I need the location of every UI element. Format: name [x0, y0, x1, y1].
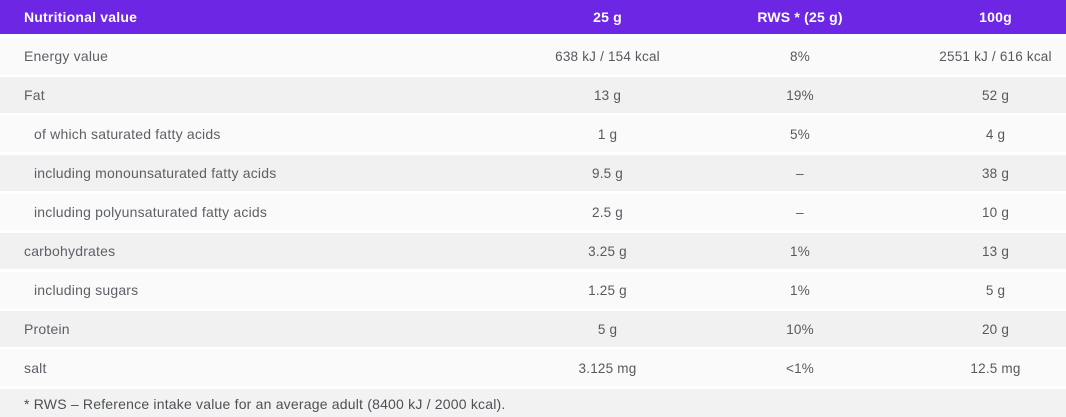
value-25g: 3.25 g	[588, 243, 627, 259]
table-row-saturated-fatty-acids: of which saturated fatty acids 1 g 5% 4 …	[0, 116, 1066, 152]
value-25g: 5 g	[597, 321, 618, 337]
value-100g: 13 g	[981, 243, 1010, 259]
value-25g: 3.125 mg	[578, 360, 637, 376]
value-100g: 2551 kJ / 616 kcal	[939, 48, 1052, 64]
header-nutritional-value: Nutritional value	[24, 9, 138, 25]
row-label: salt	[24, 360, 47, 376]
header-25g: 25 g	[593, 9, 622, 25]
value-rws: 1%	[790, 243, 810, 259]
rws-footnote: * RWS – Reference intake value for an av…	[0, 389, 1066, 417]
value-25g: 9.5 g	[591, 165, 624, 181]
value-100g: 20 g	[981, 321, 1010, 337]
table-row-monounsaturated-fatty-acids: including monounsaturated fatty acids 9.…	[0, 155, 1066, 191]
value-rws: 19%	[786, 87, 814, 103]
value-rws: 5%	[790, 126, 810, 142]
value-rws: 8%	[790, 48, 810, 64]
row-label: including monounsaturated fatty acids	[34, 165, 277, 181]
value-25g: 1 g	[597, 126, 618, 142]
table-row-polyunsaturated-fatty-acids: including polyunsaturated fatty acids 2.…	[0, 194, 1066, 230]
value-rws: 10%	[786, 321, 814, 337]
value-100g: 38 g	[981, 165, 1010, 181]
row-label: including polyunsaturated fatty acids	[34, 204, 268, 220]
row-label: including sugars	[34, 282, 139, 298]
table-header-row: Nutritional value 25 g RWS * (25 g) 100g	[0, 0, 1066, 34]
row-label: Fat	[24, 87, 45, 103]
row-label: Energy value	[24, 48, 109, 64]
value-25g: 638 kJ / 154 kcal	[555, 48, 660, 64]
value-rws: 1%	[790, 282, 810, 298]
table-row-protein: Protein 5 g 10% 20 g	[0, 311, 1066, 347]
table-row-energy-value: Energy value 638 kJ / 154 kcal 8% 2551 k…	[0, 38, 1066, 74]
table-row-fat: Fat 13 g 19% 52 g	[0, 77, 1066, 113]
row-label: Protein	[24, 321, 70, 337]
value-100g: 52 g	[981, 87, 1010, 103]
table-row-salt: salt 3.125 mg <1% 12.5 mg	[0, 350, 1066, 386]
value-25g: 2.5 g	[591, 204, 624, 220]
table-row-carbohydrates: carbohydrates 3.25 g 1% 13 g	[0, 233, 1066, 269]
value-100g: 10 g	[981, 204, 1010, 220]
value-25g: 13 g	[593, 87, 622, 103]
row-label: carbohydrates	[24, 243, 116, 259]
value-rws: –	[796, 204, 804, 220]
value-rws: <1%	[786, 360, 814, 376]
value-100g: 4 g	[985, 126, 1006, 142]
table-row-sugars: including sugars 1.25 g 1% 5 g	[0, 272, 1066, 308]
header-rws-25g: RWS * (25 g)	[757, 9, 843, 25]
header-100g: 100g	[979, 9, 1012, 25]
value-100g: 5 g	[985, 282, 1006, 298]
row-label: of which saturated fatty acids	[34, 126, 221, 142]
rws-footnote-text: * RWS – Reference intake value for an av…	[24, 396, 506, 412]
value-25g: 1.25 g	[588, 282, 627, 298]
value-rws: –	[796, 165, 804, 181]
value-100g: 12.5 mg	[970, 360, 1021, 376]
